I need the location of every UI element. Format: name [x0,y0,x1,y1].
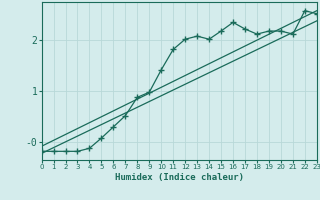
X-axis label: Humidex (Indice chaleur): Humidex (Indice chaleur) [115,173,244,182]
